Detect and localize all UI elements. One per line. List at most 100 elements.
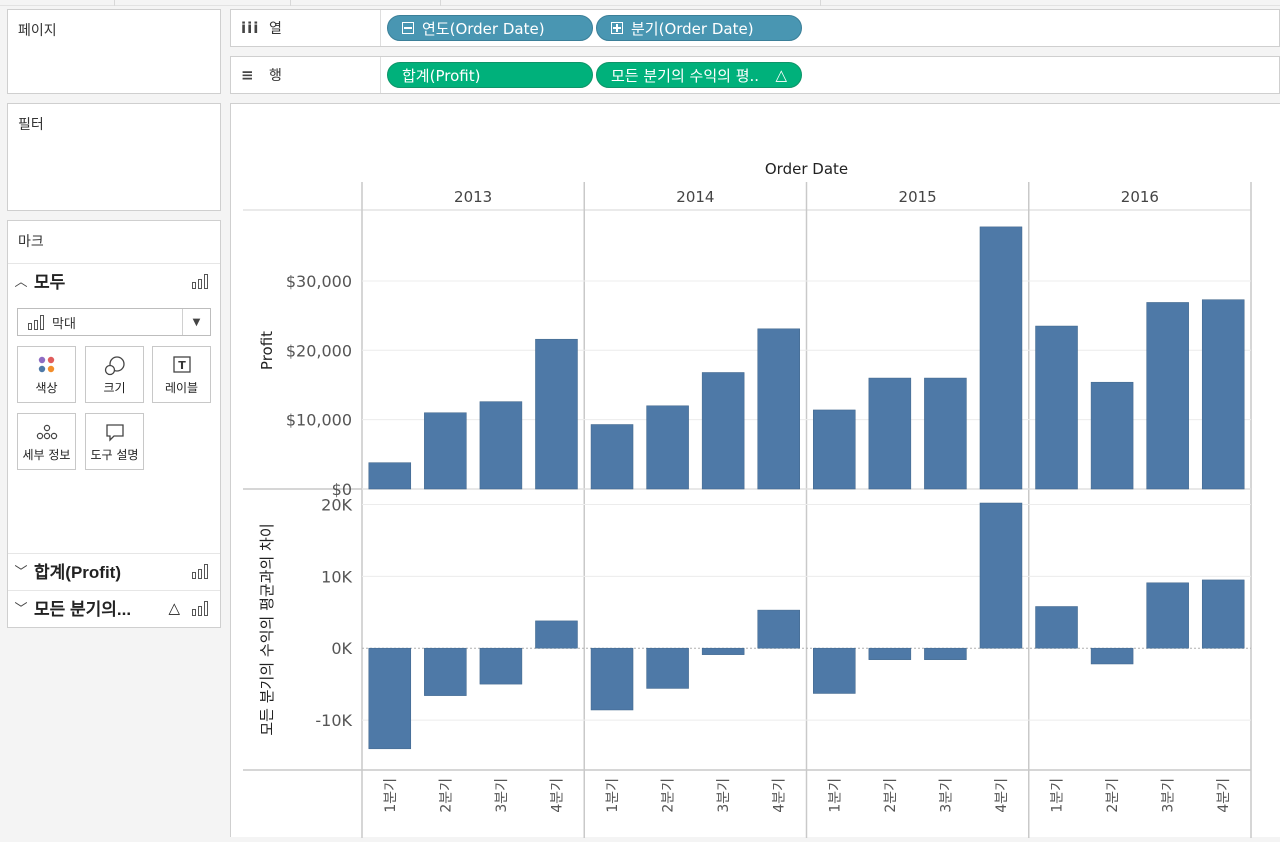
marks-diff-label: 모든 분기의... xyxy=(34,600,132,619)
x-tick-label: 1분기 xyxy=(1050,778,1066,813)
columns-shelf[interactable]: iii 열 연도(Order Date) 분기(Order Date) xyxy=(230,9,1280,47)
size-button[interactable]: 크기 xyxy=(85,346,144,403)
year-order-date-pill[interactable]: 연도(Order Date) xyxy=(387,15,593,41)
chevron-down-icon[interactable]: ﹀ xyxy=(14,565,28,580)
tooltip-icon xyxy=(86,422,143,442)
bar xyxy=(1201,579,1245,649)
y-axis-title: 모든 분기의 수익의 평균과의 차이 xyxy=(258,523,276,735)
rows-shelf[interactable]: ≡ 행 합계(Profit) 모든 분기의 수익의 평.. △ xyxy=(230,56,1280,94)
column-header: Order Date xyxy=(765,160,848,178)
bar xyxy=(924,647,967,660)
bar xyxy=(535,620,578,649)
x-tick-label: 1분기 xyxy=(827,778,843,813)
x-tick-label: 2분기 xyxy=(1105,778,1121,813)
x-tick-label: 3분기 xyxy=(938,778,954,813)
y-tick-label: 10K xyxy=(321,567,352,586)
bar xyxy=(979,502,1023,649)
marks-profit-label: 합계(Profit) xyxy=(34,563,121,582)
toolbar-divider xyxy=(820,0,821,6)
x-tick-label: 2분기 xyxy=(883,778,899,813)
bar xyxy=(868,647,912,660)
x-tick-label: 3분기 xyxy=(1161,778,1177,813)
columns-label: 열 xyxy=(269,21,282,37)
sum-profit-pill[interactable]: 합계(Profit) xyxy=(387,62,593,88)
bar xyxy=(424,647,467,696)
marks-all-section[interactable]: ︿ 모두 xyxy=(8,263,220,297)
columns-icon: iii xyxy=(241,19,260,37)
bar xyxy=(924,377,967,490)
y-tick-label: 0K xyxy=(331,639,352,658)
rows-icon: ≡ xyxy=(241,66,255,84)
y-tick-label: $10,000 xyxy=(286,411,352,430)
y-tick-label: $20,000 xyxy=(286,341,352,360)
x-tick-label: 4분기 xyxy=(772,778,788,813)
label-button[interactable]: T 레이블 xyxy=(152,346,211,403)
bar-chart: Order Date 2013 2014 2015 2016 $0 $10,000 $20,0… xyxy=(243,160,1252,838)
viz-view: Order Date 2013 2014 2015 2016 $0 $10,000 $20,0… xyxy=(230,103,1280,838)
color-button[interactable]: 색상 xyxy=(17,346,76,403)
bar-chart-icon xyxy=(28,314,44,330)
chevron-down-icon[interactable]: ﹀ xyxy=(14,602,28,617)
bar xyxy=(1035,325,1078,490)
bar xyxy=(479,647,523,685)
detail-button[interactable]: 세부 정보 xyxy=(17,413,76,470)
filters-title: 필터 xyxy=(18,117,44,133)
size-label: 크기 xyxy=(103,381,126,395)
year-header: 2014 xyxy=(676,188,714,206)
toolbar-divider xyxy=(440,0,441,6)
size-icon xyxy=(86,355,143,377)
bar xyxy=(979,226,1023,490)
filters-card[interactable]: 필터 xyxy=(7,103,221,211)
x-tick-label: 4분기 xyxy=(1216,778,1232,813)
marks-card: 마크 ︿ 모두 막대 ▼ 색상 크기 T 레이블 세부 정보 xyxy=(7,220,221,628)
x-tick-label: 2분기 xyxy=(438,778,454,813)
expand-icon[interactable] xyxy=(611,22,623,34)
sum-profit-pill-label: 합계(Profit) xyxy=(402,66,481,85)
bar xyxy=(424,412,467,490)
bar xyxy=(646,405,689,490)
x-tick-label: 1분기 xyxy=(383,778,399,813)
x-tick-label: 3분기 xyxy=(716,778,732,813)
x-tick-label: 1분기 xyxy=(605,778,621,813)
bar xyxy=(813,647,856,694)
x-tick-label: 4분기 xyxy=(549,778,565,813)
bar-chart-icon xyxy=(192,563,208,579)
marks-diff-section[interactable]: ﹀ 모든 분기의... △ xyxy=(8,590,220,624)
chevron-down-icon[interactable]: ▼ xyxy=(182,309,210,335)
quarter-avg-diff-pill[interactable]: 모든 분기의 수익의 평.. △ xyxy=(596,62,802,88)
bar xyxy=(368,647,412,750)
mark-type-value: 막대 xyxy=(52,316,76,332)
text-label-icon: T xyxy=(153,355,210,375)
rows-shelf-header: ≡ 행 xyxy=(231,57,381,93)
chevron-up-icon[interactable]: ︿ xyxy=(14,275,28,290)
marks-title: 마크 xyxy=(18,234,44,250)
toolbar-divider xyxy=(114,0,115,6)
tooltip-label: 도구 설명 xyxy=(90,448,139,462)
tooltip-button[interactable]: 도구 설명 xyxy=(85,413,144,470)
y-tick-label: $30,000 xyxy=(286,272,352,291)
quarter-order-date-pill[interactable]: 분기(Order Date) xyxy=(596,15,802,41)
columns-shelf-header: iii 열 xyxy=(231,10,381,46)
detail-label: 세부 정보 xyxy=(22,448,71,462)
pages-card[interactable]: 페이지 xyxy=(7,9,221,94)
y-tick-label: $0 xyxy=(332,480,352,499)
y-axis-title: Profit xyxy=(258,331,276,370)
quarter-pill-label: 분기(Order Date) xyxy=(631,19,754,38)
y-tick-label: 20K xyxy=(321,495,352,514)
collapse-icon[interactable] xyxy=(402,22,414,34)
bar xyxy=(535,338,578,490)
x-tick-label: 3분기 xyxy=(494,778,510,813)
svg-text:T: T xyxy=(178,359,186,372)
bar xyxy=(1201,299,1245,490)
bar xyxy=(701,372,745,490)
bar xyxy=(479,401,523,490)
rows-label: 행 xyxy=(269,68,282,84)
bar xyxy=(701,647,745,655)
x-tick-label: 2분기 xyxy=(661,778,677,813)
marks-all-label: 모두 xyxy=(34,273,66,292)
mark-type-dropdown[interactable]: 막대 ▼ xyxy=(17,308,211,336)
bar xyxy=(1090,647,1134,665)
bar xyxy=(813,409,856,490)
bar-chart-icon xyxy=(192,273,208,289)
marks-profit-section[interactable]: ﹀ 합계(Profit) xyxy=(8,553,220,587)
